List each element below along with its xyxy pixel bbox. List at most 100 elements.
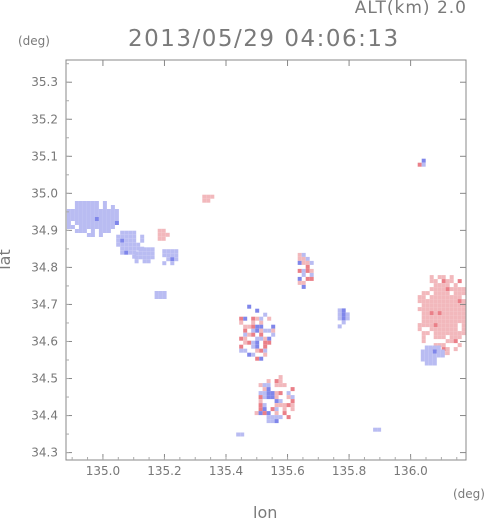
- echo-cell: [274, 391, 279, 396]
- echo-cell: [286, 415, 291, 420]
- plot-frame: [65, 59, 467, 461]
- echo-cell: [94, 225, 99, 229]
- altitude-label: ALT(km) 2.0: [354, 0, 467, 18]
- echo-cell: [445, 331, 450, 336]
- echo-cell: [286, 395, 291, 400]
- echo-cell: [94, 213, 99, 217]
- y-tick-label: 34.9: [31, 223, 58, 237]
- echo-cell: [74, 205, 79, 209]
- echo-cell: [86, 205, 91, 209]
- echo-cell: [202, 194, 207, 199]
- echo-cell: [251, 328, 256, 333]
- echo-cell: [420, 349, 425, 354]
- echo-cell: [441, 275, 446, 280]
- echo-cell: [157, 236, 162, 241]
- echo-cell: [86, 217, 91, 221]
- echo-cell: [116, 234, 121, 239]
- echo-cell: [377, 427, 382, 432]
- echo-cell: [259, 356, 264, 361]
- echo-cell: [266, 419, 271, 424]
- echo-region: [236, 432, 245, 437]
- echo-region: [154, 291, 167, 299]
- echo-cell: [437, 331, 442, 336]
- echo-cell: [267, 328, 272, 333]
- echo-cell: [428, 361, 433, 366]
- echo-cell: [461, 311, 466, 316]
- echo-cell: [424, 357, 429, 362]
- echo-cell: [243, 328, 248, 333]
- echo-cell: [140, 234, 145, 239]
- echo-cell: [424, 353, 429, 358]
- echo-cell: [166, 257, 171, 262]
- echo-cell: [240, 432, 245, 437]
- echo-cell: [297, 268, 302, 273]
- echo-cell: [445, 307, 450, 312]
- echo-cell: [440, 353, 445, 358]
- echo-cell: [259, 348, 264, 353]
- echo-cell: [82, 221, 87, 225]
- echo-cell: [433, 331, 438, 336]
- echo-cell: [433, 283, 438, 288]
- echo-cell: [82, 225, 87, 229]
- echo-region: [420, 345, 445, 366]
- echo-cell: [433, 287, 438, 292]
- echo-cell: [110, 209, 115, 213]
- echo-cell: [243, 332, 248, 337]
- echo-cell: [457, 311, 462, 316]
- echo-cell: [255, 328, 260, 333]
- echo-cell: [449, 299, 454, 304]
- echo-cell: [429, 303, 434, 308]
- echo-cell: [421, 295, 426, 300]
- echo-cell: [282, 403, 287, 408]
- echo-cell: [106, 217, 111, 221]
- x-tick-label: 136.0: [393, 464, 427, 478]
- echo-cell: [445, 283, 450, 288]
- echo-cell: [94, 205, 99, 209]
- echo-cell: [154, 291, 159, 295]
- echo-cell: [259, 336, 264, 341]
- echo-cell: [433, 303, 438, 308]
- echo-cell: [417, 299, 422, 304]
- echo-cell: [341, 308, 346, 313]
- echo-cell: [106, 229, 111, 233]
- echo-cell: [436, 353, 441, 358]
- echo-cell: [278, 391, 283, 396]
- echo-cell: [453, 307, 458, 312]
- echo-cell: [345, 312, 350, 317]
- echo-cell: [449, 327, 454, 332]
- echo-cell: [425, 331, 430, 336]
- echo-cell: [453, 323, 458, 328]
- echo-cell: [425, 291, 430, 296]
- echo-cell: [453, 327, 458, 332]
- echo-cell: [124, 250, 129, 255]
- echo-cell: [82, 209, 87, 213]
- echo-cell: [138, 255, 143, 260]
- echo-cell: [271, 324, 276, 329]
- echo-region: [66, 201, 119, 237]
- echo-cell: [140, 238, 145, 243]
- echo-cell: [278, 379, 283, 384]
- echo-cell: [70, 225, 75, 229]
- echo-cell: [270, 395, 275, 400]
- echo-cell: [243, 324, 248, 329]
- echo-cell: [255, 348, 260, 353]
- echo-cell: [114, 213, 119, 217]
- echo-cell: [150, 251, 155, 256]
- echo-cell: [301, 280, 306, 285]
- echo-cell: [301, 272, 306, 277]
- echo-cell: [82, 205, 87, 209]
- echo-cell: [86, 233, 91, 237]
- echo-cell: [270, 391, 275, 396]
- echo-cell: [274, 411, 279, 416]
- echo-cell: [453, 303, 458, 308]
- echo-cell: [297, 260, 302, 265]
- echo-cell: [106, 225, 111, 229]
- echo-cell: [270, 419, 275, 424]
- echo-cell: [74, 217, 79, 221]
- echo-cell: [429, 307, 434, 312]
- echo-cell: [421, 331, 426, 336]
- echo-cell: [274, 399, 279, 404]
- echo-cell: [262, 387, 267, 392]
- echo-cell: [266, 411, 271, 416]
- echo-cell: [74, 213, 79, 217]
